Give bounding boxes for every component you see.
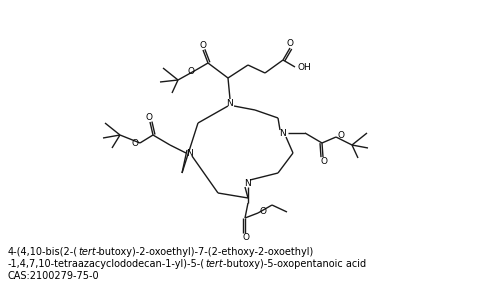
Text: tert: tert bbox=[205, 259, 223, 269]
Text: O: O bbox=[187, 68, 195, 76]
Text: tert: tert bbox=[78, 247, 96, 257]
Text: O: O bbox=[131, 139, 139, 147]
Text: O: O bbox=[321, 158, 327, 166]
Text: N: N bbox=[280, 129, 286, 137]
Text: O: O bbox=[145, 113, 152, 121]
Text: N: N bbox=[245, 178, 251, 188]
Text: O: O bbox=[260, 207, 267, 215]
Text: O: O bbox=[286, 39, 293, 47]
Text: -butoxy)-2-oxoethyl)-7-(2-ethoxy-2-oxoethyl): -butoxy)-2-oxoethyl)-7-(2-ethoxy-2-oxoet… bbox=[96, 247, 314, 257]
Text: N: N bbox=[186, 148, 194, 158]
Text: O: O bbox=[199, 40, 206, 50]
Text: N: N bbox=[227, 99, 233, 107]
Text: CAS:2100279-75-0: CAS:2100279-75-0 bbox=[8, 271, 99, 281]
Text: OH: OH bbox=[297, 64, 311, 73]
Text: O: O bbox=[242, 233, 250, 242]
Text: 4-(4,10-bis(2-(: 4-(4,10-bis(2-( bbox=[8, 247, 78, 257]
Text: O: O bbox=[337, 132, 345, 140]
Text: -1,4,7,10-tetraazacyclododecan-1-yl)-5-(: -1,4,7,10-tetraazacyclododecan-1-yl)-5-( bbox=[8, 259, 205, 269]
Text: -butoxy)-5-oxopentanoic acid: -butoxy)-5-oxopentanoic acid bbox=[223, 259, 366, 269]
